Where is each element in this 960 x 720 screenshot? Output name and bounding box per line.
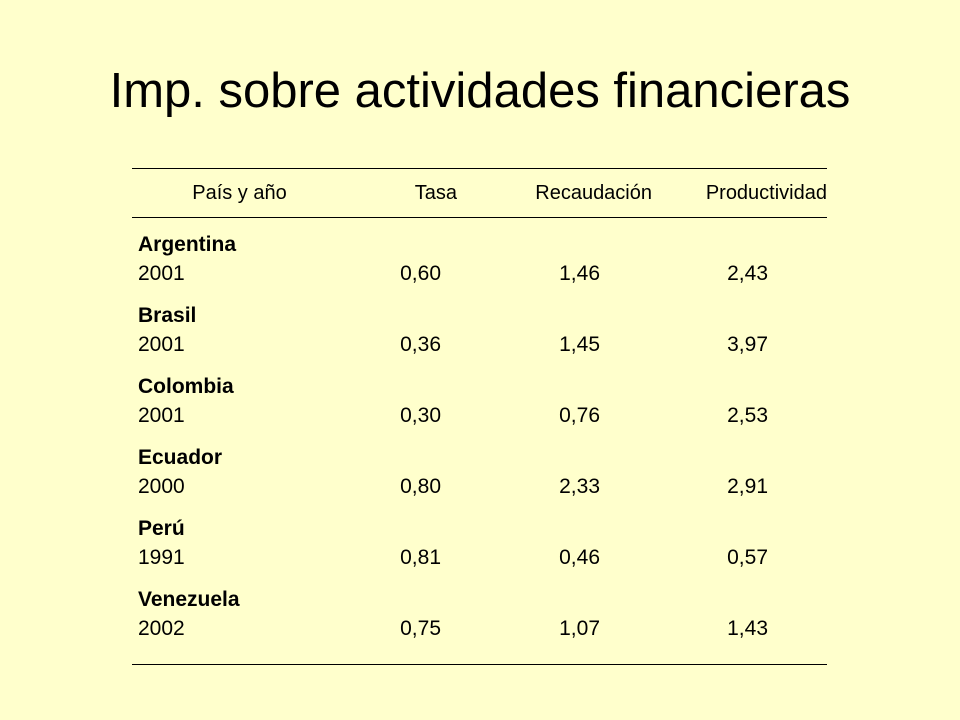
year-cell: 2001 [138, 333, 185, 356]
table-row: Perú 1991 0,81 0,46 0,57 [132, 514, 827, 585]
recaudacion-cell: 0,76 [559, 404, 600, 427]
productividad-cell: 3,97 [727, 333, 768, 356]
recaudacion-cell: 1,45 [559, 333, 600, 356]
row-values: 2000 0,80 2,33 2,91 [132, 472, 827, 501]
country-name: Argentina [138, 233, 237, 256]
header-recaudacion: Recaudación [535, 181, 652, 204]
row-values: 1991 0,81 0,46 0,57 [132, 543, 827, 572]
table-bottom-rule [132, 664, 827, 665]
productividad-cell: 2,91 [727, 475, 768, 498]
year-cell: 2001 [138, 262, 185, 285]
year-cell: 2000 [138, 475, 185, 498]
productividad-cell: 1,43 [727, 617, 768, 640]
row-values: 2001 0,36 1,45 3,97 [132, 330, 827, 359]
country-name: Venezuela [138, 588, 240, 611]
header-productividad: Productividad [705, 181, 827, 204]
country-name: Ecuador [138, 446, 223, 469]
table-row: Venezuela 2002 0,75 1,07 1,43 [132, 585, 827, 656]
year-cell: 1991 [138, 546, 185, 569]
table-top-rule [132, 168, 827, 169]
row-values: 2001 0,60 1,46 2,43 [132, 259, 827, 288]
tasa-cell: 0,81 [400, 546, 441, 569]
tasa-cell: 0,36 [400, 333, 441, 356]
table-row: Brasil 2001 0,36 1,45 3,97 [132, 301, 827, 372]
row-values: 2001 0,30 0,76 2,53 [132, 401, 827, 430]
year-cell: 2001 [138, 404, 185, 427]
productividad-cell: 0,57 [727, 546, 768, 569]
table-row: Argentina 2001 0,60 1,46 2,43 [132, 230, 827, 301]
page-title: Imp. sobre actividades financieras [109, 64, 851, 118]
row-values: 2002 0,75 1,07 1,43 [132, 614, 827, 643]
table-header-row: País y año Tasa Recaudación Productivida… [132, 169, 827, 217]
country-name: Perú [138, 517, 185, 540]
tasa-cell: 0,60 [400, 262, 441, 285]
country-name: Brasil [138, 304, 197, 327]
data-table: País y año Tasa Recaudación Productivida… [132, 168, 827, 665]
recaudacion-cell: 1,46 [559, 262, 600, 285]
recaudacion-cell: 0,46 [559, 546, 600, 569]
recaudacion-cell: 1,07 [559, 617, 600, 640]
tasa-cell: 0,75 [400, 617, 441, 640]
tasa-cell: 0,80 [400, 475, 441, 498]
country-name: Colombia [138, 375, 234, 398]
productividad-cell: 2,43 [727, 262, 768, 285]
header-pais: País y año [192, 181, 287, 204]
table-header-rule [132, 217, 827, 218]
table-row: Ecuador 2000 0,80 2,33 2,91 [132, 443, 827, 514]
recaudacion-cell: 2,33 [559, 475, 600, 498]
table-body: Argentina 2001 0,60 1,46 2,43 Brasil 200… [132, 218, 827, 664]
productividad-cell: 2,53 [727, 404, 768, 427]
table-row: Colombia 2001 0,30 0,76 2,53 [132, 372, 827, 443]
tasa-cell: 0,30 [400, 404, 441, 427]
year-cell: 2002 [138, 617, 185, 640]
header-tasa: Tasa [414, 181, 457, 204]
